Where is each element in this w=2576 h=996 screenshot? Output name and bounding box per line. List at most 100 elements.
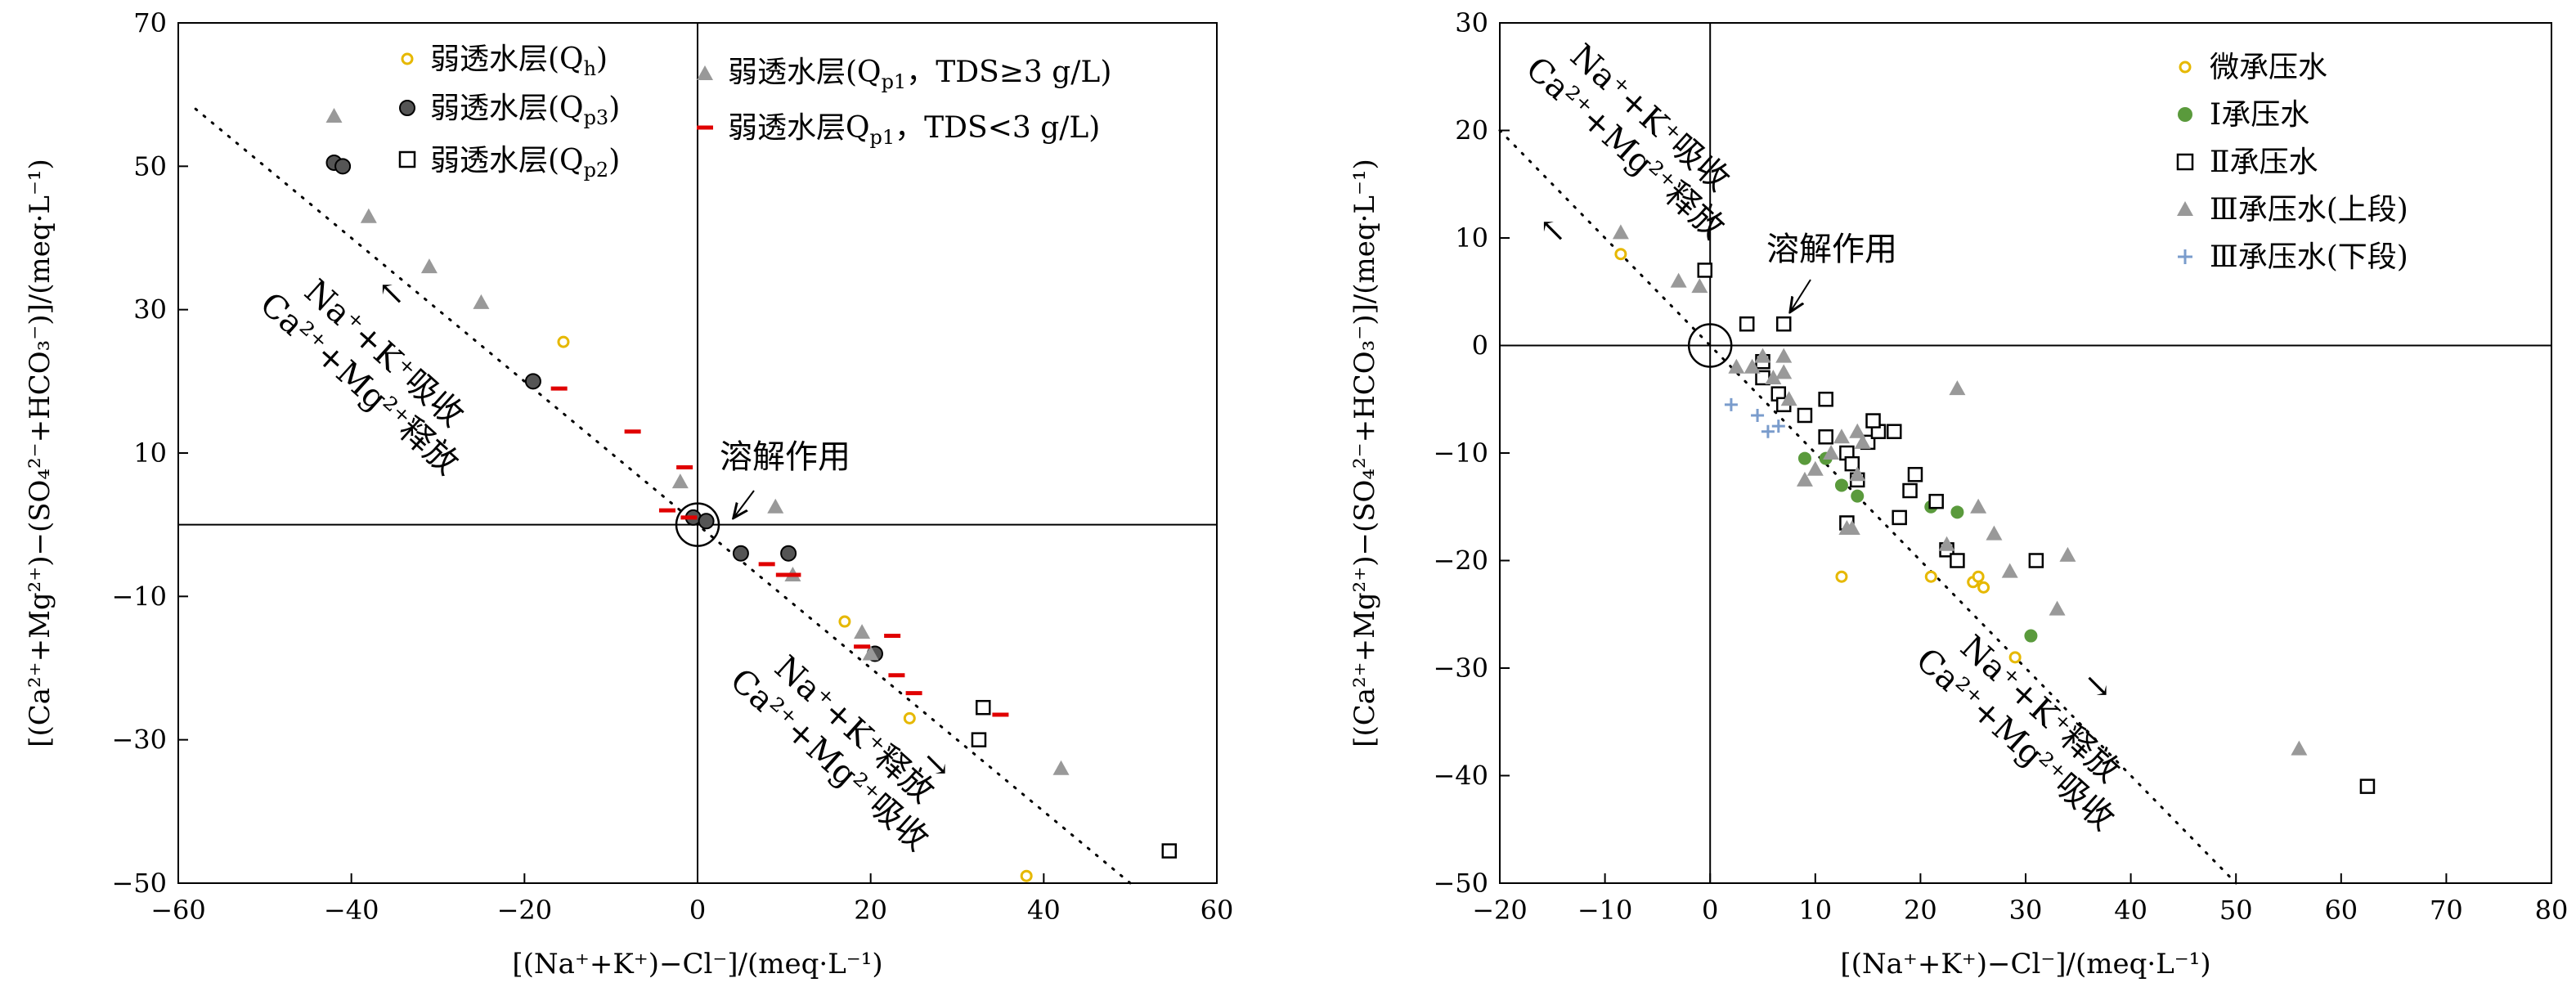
y-axis-ticks: −50 −40 −30 −20 −10 0 10 20 30 — [1433, 7, 1510, 899]
y-tick-label: −30 — [111, 725, 167, 756]
data-points — [325, 107, 1178, 882]
y-tick-label: −10 — [1433, 437, 1488, 469]
data-point — [1950, 553, 1965, 568]
legend-left: 弱透水层(Qh) 弱透水层(Qp3) 弱透水层(Qp2) 弱透水层(Qp1，TD… — [398, 43, 1111, 182]
data-point — [2001, 563, 2018, 578]
lower-right-annotation: Na⁺+K⁺释放 Ca²⁺+Mg²⁺吸收 — [1909, 628, 2127, 837]
y-tick-label: 30 — [1455, 7, 1488, 38]
data-point — [1754, 348, 1771, 363]
data-point — [1751, 408, 1765, 422]
data-point — [1834, 478, 1848, 492]
data-point — [2359, 778, 2376, 794]
data-point — [1052, 760, 1070, 775]
data-point — [1972, 570, 1985, 583]
data-point — [2024, 629, 2038, 643]
legend-label-qp1-high: 弱透水层(Qp1，TDS≥3 g/L) — [728, 56, 1111, 93]
data-point — [1938, 536, 1955, 551]
y-tick-label: −40 — [1433, 760, 1488, 792]
data-points — [1612, 224, 2376, 794]
legend-label-qp1-low: 弱透水层Qp1，TDS<3 g/L) — [728, 111, 1100, 149]
dissolution-arrow — [734, 490, 755, 517]
data-point — [1161, 843, 1178, 859]
reference-line — [194, 107, 1132, 885]
data-point — [1887, 424, 1902, 439]
data-point — [1928, 493, 1944, 509]
data-point — [1892, 509, 1907, 526]
data-point — [1612, 224, 1629, 240]
x-tick-label: 10 — [1798, 895, 1832, 926]
data-point — [1865, 413, 1881, 428]
data-point — [1823, 445, 1840, 460]
data-point — [1775, 316, 1792, 332]
y-tick-label: 10 — [133, 437, 167, 469]
legend-label-qp3: 弱透水层(Qp3) — [430, 92, 620, 129]
data-point — [1761, 424, 1775, 438]
data-point — [1833, 428, 1850, 444]
legend-label-s5: Ⅲ承压水(下段) — [2210, 240, 2408, 274]
x-tick-label: 40 — [2114, 895, 2147, 926]
arrow-down-right-icon: ↘ — [2084, 667, 2112, 705]
data-point — [1949, 380, 1966, 396]
data-point — [903, 711, 916, 725]
x-axis-ticks: −20 −10 0 10 20 30 40 50 60 70 80 — [1472, 873, 2568, 926]
x-tick-label: −10 — [1577, 895, 1633, 926]
x-tick-label: −20 — [1472, 895, 1528, 926]
data-point — [1907, 467, 1923, 482]
data-point — [1765, 369, 1782, 384]
data-point — [2008, 651, 2022, 664]
x-tick-label: 50 — [2219, 895, 2253, 926]
y-tick-label: −50 — [111, 868, 167, 899]
x-tick-label: 60 — [1200, 895, 1234, 926]
dissolution-circle — [675, 502, 720, 547]
x-axis-label: [(Na⁺+K⁺)−Cl⁻]/(meq·L⁻¹) — [1840, 948, 2210, 980]
legend-marker-s5 — [2178, 249, 2192, 264]
data-point — [1020, 869, 1033, 882]
x-tick-label: 20 — [1904, 895, 1937, 926]
data-point — [1775, 364, 1793, 379]
data-point — [557, 335, 570, 348]
legend-label-qh: 弱透水层(Qh) — [430, 43, 608, 80]
legend-label-s3: Ⅱ承压水 — [2210, 146, 2318, 179]
legend-marker-s1 — [2179, 61, 2192, 74]
x-axis-label: [(Na⁺+K⁺)−Cl⁻]/(meq·L⁻¹) — [512, 948, 882, 980]
y-tick-label: 0 — [1472, 330, 1488, 361]
legend-label-s2: Ⅰ承压水 — [2210, 98, 2309, 132]
upper-left-annotation: Na⁺+K⁺吸收 Ca²⁺+Mg²⁺释放 — [253, 272, 471, 482]
y-tick-label: 10 — [1455, 222, 1488, 253]
data-point — [971, 732, 987, 747]
data-point — [334, 158, 352, 175]
data-point — [767, 498, 784, 514]
data-point — [1796, 471, 1813, 487]
y-tick-label: 70 — [133, 7, 167, 38]
data-point — [1739, 316, 1755, 332]
data-point — [1924, 570, 1937, 583]
data-point — [1843, 520, 1860, 536]
data-point — [698, 513, 715, 530]
y-tick-label: 30 — [133, 294, 167, 325]
data-point — [838, 615, 851, 628]
data-point — [1697, 262, 1713, 278]
legend-marker-qp3 — [399, 100, 415, 116]
x-tick-label: 80 — [2535, 895, 2569, 926]
y-tick-label: 20 — [1455, 115, 1488, 146]
data-point — [2291, 740, 2308, 756]
legend-marker-qp2 — [398, 150, 416, 168]
data-point — [1835, 570, 1848, 583]
data-point — [420, 258, 438, 274]
data-point — [1744, 358, 1761, 374]
data-point — [1797, 407, 1813, 424]
data-point — [854, 624, 871, 639]
dissolution-circle — [1687, 323, 1733, 368]
x-tick-label: −20 — [497, 895, 553, 926]
dissolution-arrow — [1791, 279, 1811, 311]
arrow-down-right-icon: ↘ — [922, 746, 950, 783]
legend-marker-s3 — [2176, 153, 2194, 171]
legend-right: 微承压水 Ⅰ承压水 Ⅱ承压水 Ⅲ承压水(上段) Ⅲ承压水(下段) — [2176, 51, 2408, 274]
data-point — [671, 473, 689, 489]
data-point — [862, 645, 879, 661]
data-point — [2049, 600, 2066, 616]
x-tick-label: 30 — [2009, 895, 2043, 926]
dissolution-label: 溶解作用 — [1766, 231, 1897, 268]
data-point — [325, 107, 343, 123]
